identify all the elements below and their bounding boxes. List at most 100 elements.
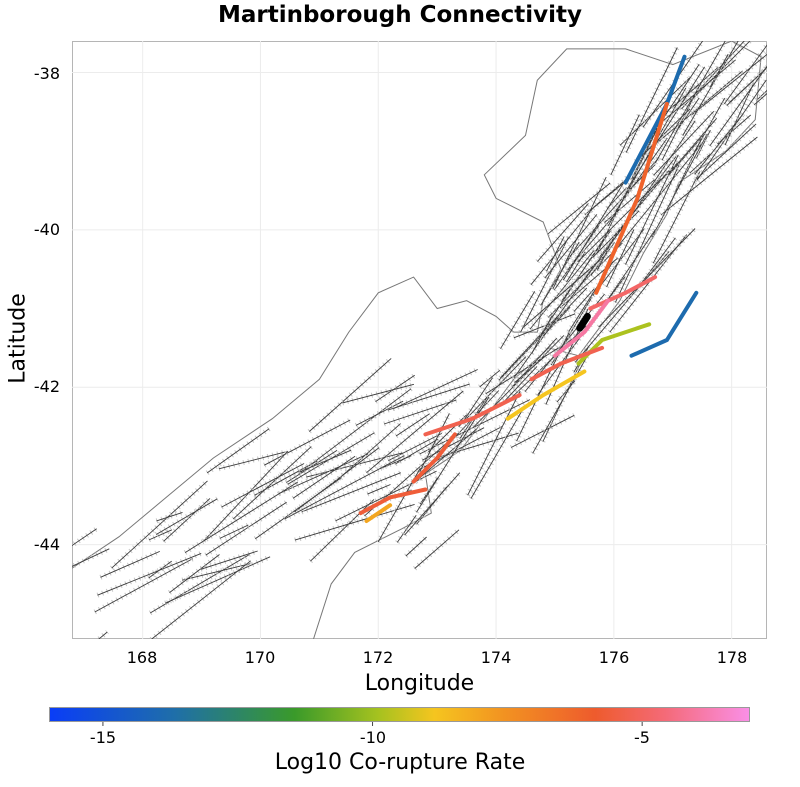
- fault-trace: [278, 453, 369, 494]
- x-tick-label: 178: [716, 648, 748, 667]
- fault-trace: [206, 428, 270, 474]
- fault-trace: [675, 97, 700, 133]
- fault-trace: [163, 498, 211, 542]
- fault-trace: [151, 560, 251, 639]
- fault-trace: [660, 136, 758, 216]
- fault-trace: [573, 288, 595, 312]
- fault-trace: [756, 89, 767, 101]
- fault-trace: [284, 455, 405, 520]
- fault-trace: [404, 472, 461, 536]
- fault-trace: [221, 463, 305, 508]
- x-axis-label: Longitude: [364, 671, 475, 696]
- fault-trace: [97, 552, 202, 596]
- fault-trace: [165, 556, 271, 604]
- fault-trace: [606, 229, 635, 288]
- fault-trace: [577, 178, 662, 263]
- fault-trace: [724, 83, 755, 146]
- fault-trace: [651, 133, 708, 238]
- fault-trace: [395, 413, 430, 437]
- fault-trace: [485, 338, 574, 395]
- fault-trace: [592, 183, 624, 209]
- fault-trace: [255, 477, 342, 540]
- fault-trace: [461, 377, 493, 424]
- colorbar: [49, 707, 750, 722]
- fault-trace: [728, 67, 767, 104]
- fault-trace: [510, 414, 575, 448]
- fault-trace: [292, 455, 356, 499]
- fault-trace: [367, 484, 391, 495]
- x-tick-label: 170: [244, 648, 276, 667]
- fault-trace: [182, 563, 251, 581]
- fault-trace: [614, 165, 680, 303]
- x-tick-label: 172: [362, 648, 394, 667]
- fault-trace: [768, 16, 795, 59]
- fault-trace: [530, 207, 594, 285]
- fault-trace: [612, 170, 670, 238]
- fault-trace: [111, 480, 208, 569]
- fault-trace: [148, 529, 173, 541]
- fault-trace: [200, 550, 258, 570]
- fault-trace: [547, 182, 611, 235]
- x-tick-label: 168: [126, 648, 158, 667]
- fault-trace: [514, 354, 547, 383]
- fault-trace: [169, 554, 220, 593]
- fault-trace: [467, 390, 521, 496]
- colorbar-label: Log10 Co-rupture Rate: [274, 750, 526, 775]
- fault-trace: [625, 164, 656, 194]
- fault-trace: [396, 514, 417, 543]
- fault-trace: [531, 315, 553, 354]
- fault-trace: [753, 93, 767, 106]
- fault-trace: [405, 536, 427, 557]
- fault-trace: [218, 451, 288, 470]
- fault-trace: [635, 108, 691, 162]
- fault-trace: [500, 291, 536, 349]
- fault-trace: [98, 631, 108, 639]
- fault-trace: [607, 87, 687, 227]
- fault-trace: [606, 186, 628, 209]
- y-axis-label: Latitude: [5, 293, 31, 384]
- fault-trace: [500, 314, 559, 379]
- fault-trace: [625, 47, 678, 153]
- fault-trace: [419, 413, 450, 473]
- x-tick-label: 176: [598, 648, 630, 667]
- fault-trace: [203, 450, 289, 542]
- fault-trace: [653, 110, 715, 176]
- fault-trace: [694, 114, 743, 175]
- fault-trace: [694, 123, 757, 181]
- fault-trace: [470, 409, 523, 499]
- fault-trace: [414, 428, 477, 483]
- connected-fault-trace: [553, 298, 610, 358]
- y-tick-label: -42: [33, 377, 60, 396]
- background-faults: [72, 16, 795, 639]
- fault-trace: [652, 170, 701, 264]
- fault-trace: [618, 142, 703, 246]
- colorbar-tick-label: -10: [359, 728, 387, 747]
- connected-fault-trace: [529, 345, 605, 382]
- connected-fault-trace: [629, 290, 699, 358]
- fault-trace: [380, 455, 412, 469]
- fault-trace: [655, 59, 736, 128]
- fault-trace: [609, 234, 688, 333]
- fault-trace: [414, 529, 460, 569]
- y-tick-label: -44: [33, 535, 60, 554]
- y-tick-label: -40: [33, 220, 60, 239]
- connected-fault-trace: [594, 101, 669, 295]
- fault-trace: [544, 214, 598, 279]
- fault-trace: [94, 558, 194, 613]
- connected-fault-trace: [423, 393, 522, 437]
- fault-trace: [72, 528, 97, 547]
- fault-trace: [509, 325, 587, 400]
- fault-trace: [574, 251, 670, 363]
- fault-trace: [392, 369, 478, 410]
- fault-trace: [149, 554, 250, 614]
- fault-trace: [355, 400, 404, 426]
- fault-trace: [387, 383, 470, 411]
- fault-trace: [72, 548, 110, 567]
- connected-fault-trace: [364, 503, 393, 523]
- fault-trace: [709, 65, 767, 147]
- fault-trace: [723, 44, 767, 105]
- x-tick-label: 174: [480, 648, 512, 667]
- connected-fault-trace: [411, 432, 457, 484]
- fault-trace: [503, 366, 538, 402]
